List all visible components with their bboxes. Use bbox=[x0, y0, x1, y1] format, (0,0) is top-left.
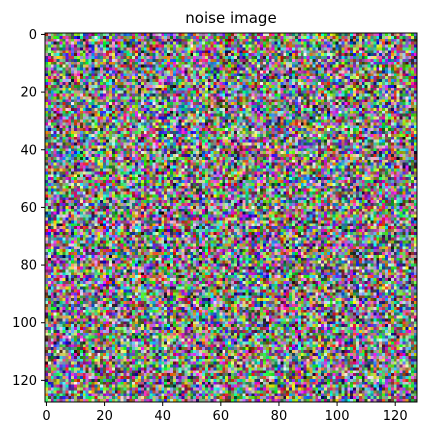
noise-image bbox=[45, 33, 417, 402]
noise-image-canvas bbox=[45, 33, 417, 402]
y-tick-label: 80 bbox=[20, 259, 37, 274]
y-tick-label: 120 bbox=[12, 374, 37, 389]
y-tick-label: 0 bbox=[29, 28, 37, 43]
x-tick-label: 0 bbox=[42, 409, 50, 424]
y-tick-label: 20 bbox=[20, 86, 37, 101]
y-tick-label: 100 bbox=[12, 316, 37, 331]
x-tick-label: 20 bbox=[96, 409, 113, 424]
x-tick-label: 100 bbox=[325, 409, 350, 424]
y-tick-label: 60 bbox=[20, 201, 37, 216]
y-tick-label: 40 bbox=[20, 143, 37, 158]
chart-title: noise image bbox=[185, 9, 276, 27]
plot-frame bbox=[44, 32, 418, 403]
x-axis: 0 20 40 60 80 100 120 bbox=[42, 402, 408, 424]
y-axis: 0 20 40 60 80 100 120 bbox=[12, 28, 45, 389]
x-tick-label: 120 bbox=[383, 409, 408, 424]
x-tick-label: 40 bbox=[154, 409, 171, 424]
x-tick-label: 60 bbox=[213, 409, 230, 424]
x-tick-label: 80 bbox=[271, 409, 288, 424]
